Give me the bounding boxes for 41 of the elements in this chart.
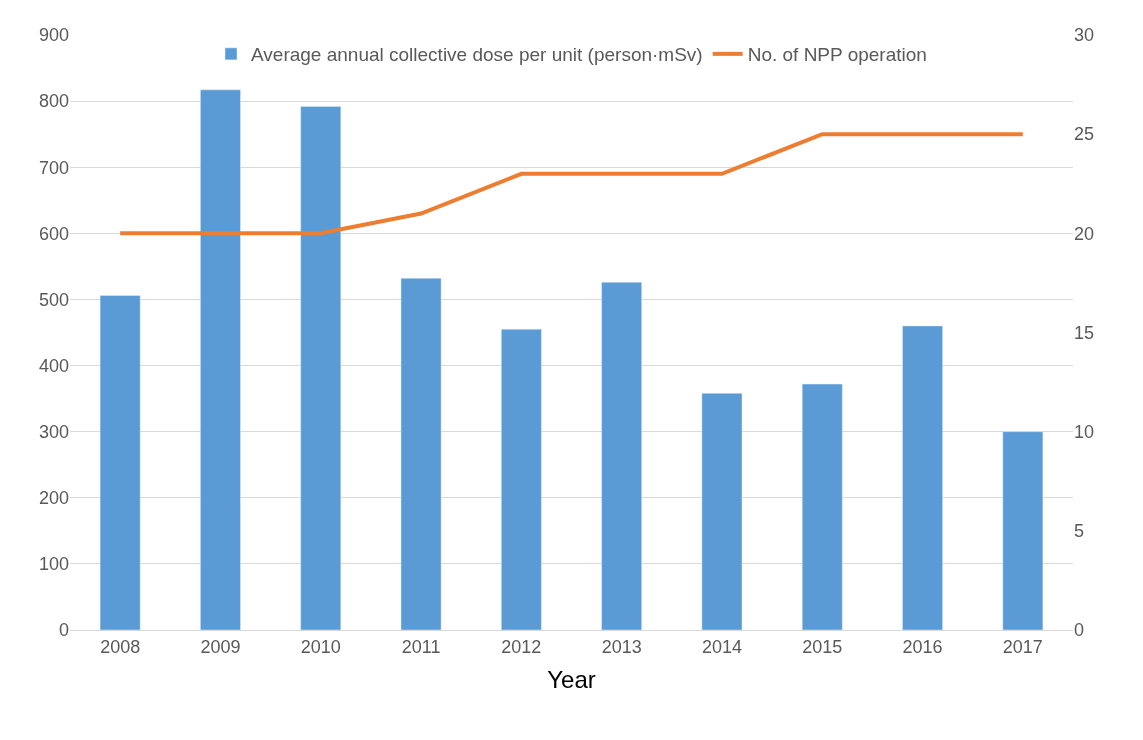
bar [501, 328, 542, 630]
x-tick-label: 2008 [100, 636, 141, 657]
y-tick-label: 500 [38, 289, 69, 310]
bar [801, 383, 843, 630]
y-tick-label: 600 [38, 223, 69, 244]
bar [902, 325, 943, 630]
bar [200, 89, 241, 630]
y-tick-label: 300 [38, 421, 69, 442]
bar [400, 278, 442, 630]
x-tick-label: 2014 [701, 636, 742, 657]
y-tick-label: 200 [38, 488, 69, 509]
y2-tick-label: 10 [1074, 421, 1095, 442]
x-tick-label: 2016 [902, 636, 943, 657]
y2-tick-label: 0 [1074, 620, 1085, 641]
x-tick-label: 2009 [200, 636, 241, 657]
y-tick-label: 400 [38, 355, 69, 376]
x-tick-label: 2017 [1002, 636, 1043, 657]
y-tick-label: 0 [58, 620, 69, 641]
y2-tick-label: 15 [1074, 322, 1095, 343]
bar [99, 295, 141, 630]
legend-label: Average annual collective dose per unit (person·mSv) [251, 44, 703, 66]
x-tick-label: 2010 [300, 636, 341, 657]
bar [701, 393, 743, 630]
y2-tick-label: 20 [1074, 223, 1095, 244]
x-axis-title: Year [547, 665, 596, 693]
y2-tick-label: 5 [1074, 521, 1085, 542]
line-series [118, 132, 1025, 236]
bar [601, 282, 642, 630]
y-tick-label: 100 [38, 554, 69, 575]
y2-tick-label: 30 [1074, 25, 1095, 46]
x-tick-label: 2012 [501, 636, 542, 657]
y-tick-label: 700 [38, 157, 69, 178]
x-tick-label: 2011 [401, 636, 441, 657]
bar [1002, 431, 1044, 630]
x-tick-label: 2013 [601, 636, 642, 657]
y-tick-label: 900 [38, 25, 69, 46]
x-tick-label: 2015 [802, 636, 843, 657]
y2-tick-label: 25 [1074, 124, 1095, 145]
y-tick-label: 800 [38, 91, 69, 112]
legend-label: No. of NPP operation [747, 44, 927, 66]
bar [300, 106, 342, 630]
